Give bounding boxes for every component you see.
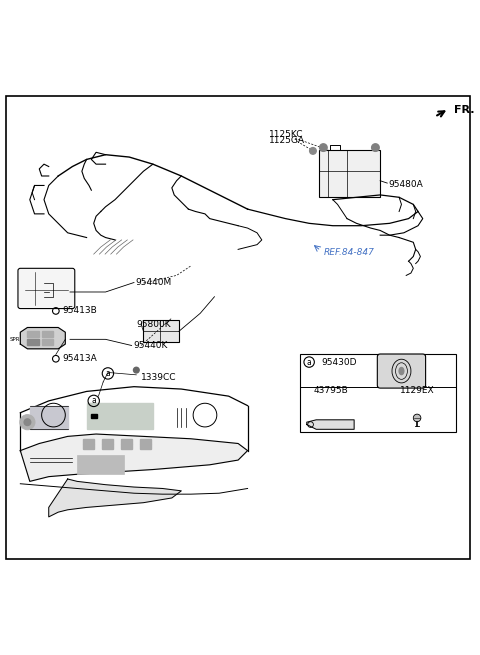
Polygon shape bbox=[307, 420, 354, 429]
Bar bbox=[121, 444, 132, 449]
Circle shape bbox=[24, 419, 31, 426]
Circle shape bbox=[310, 147, 316, 154]
Circle shape bbox=[372, 144, 379, 151]
Text: a: a bbox=[91, 396, 96, 405]
Text: 1129EX: 1129EX bbox=[400, 386, 434, 395]
Bar bbox=[30, 405, 68, 429]
Text: REF.84-847: REF.84-847 bbox=[324, 248, 374, 257]
Polygon shape bbox=[20, 434, 248, 481]
FancyBboxPatch shape bbox=[377, 354, 426, 388]
Polygon shape bbox=[49, 479, 181, 517]
Bar bbox=[27, 339, 39, 345]
Text: 95413A: 95413A bbox=[62, 354, 97, 364]
Circle shape bbox=[320, 144, 327, 151]
Text: a: a bbox=[106, 369, 110, 378]
Text: 1125GA: 1125GA bbox=[269, 136, 305, 145]
Text: 95440K: 95440K bbox=[133, 341, 168, 350]
Bar bbox=[300, 354, 456, 432]
Bar bbox=[86, 403, 153, 429]
Circle shape bbox=[133, 367, 139, 373]
Text: 95413B: 95413B bbox=[62, 307, 97, 316]
Text: 1339CC: 1339CC bbox=[141, 373, 177, 382]
FancyBboxPatch shape bbox=[144, 320, 179, 342]
Bar bbox=[102, 440, 113, 444]
Bar bbox=[140, 440, 151, 444]
Bar bbox=[84, 440, 94, 444]
FancyBboxPatch shape bbox=[18, 269, 75, 309]
Bar bbox=[42, 339, 53, 345]
Ellipse shape bbox=[399, 367, 404, 375]
Bar bbox=[84, 444, 94, 449]
Text: FR.: FR. bbox=[454, 105, 474, 115]
Text: 95440M: 95440M bbox=[136, 278, 172, 288]
FancyBboxPatch shape bbox=[319, 150, 380, 197]
Text: SPR: SPR bbox=[10, 337, 20, 342]
Text: 95800K: 95800K bbox=[136, 320, 171, 329]
Bar bbox=[42, 331, 53, 337]
Bar bbox=[27, 331, 39, 337]
Bar bbox=[77, 455, 124, 474]
Text: a: a bbox=[307, 358, 312, 367]
Polygon shape bbox=[20, 328, 65, 349]
Bar bbox=[121, 440, 132, 444]
Text: 95480A: 95480A bbox=[389, 179, 423, 189]
Bar bbox=[140, 444, 151, 449]
Text: 1125KC: 1125KC bbox=[269, 130, 303, 140]
Circle shape bbox=[20, 415, 35, 430]
Text: 43795B: 43795B bbox=[313, 386, 348, 395]
Bar bbox=[91, 414, 96, 419]
Text: 95430D: 95430D bbox=[321, 358, 357, 367]
Bar bbox=[102, 444, 113, 449]
Circle shape bbox=[413, 414, 421, 422]
